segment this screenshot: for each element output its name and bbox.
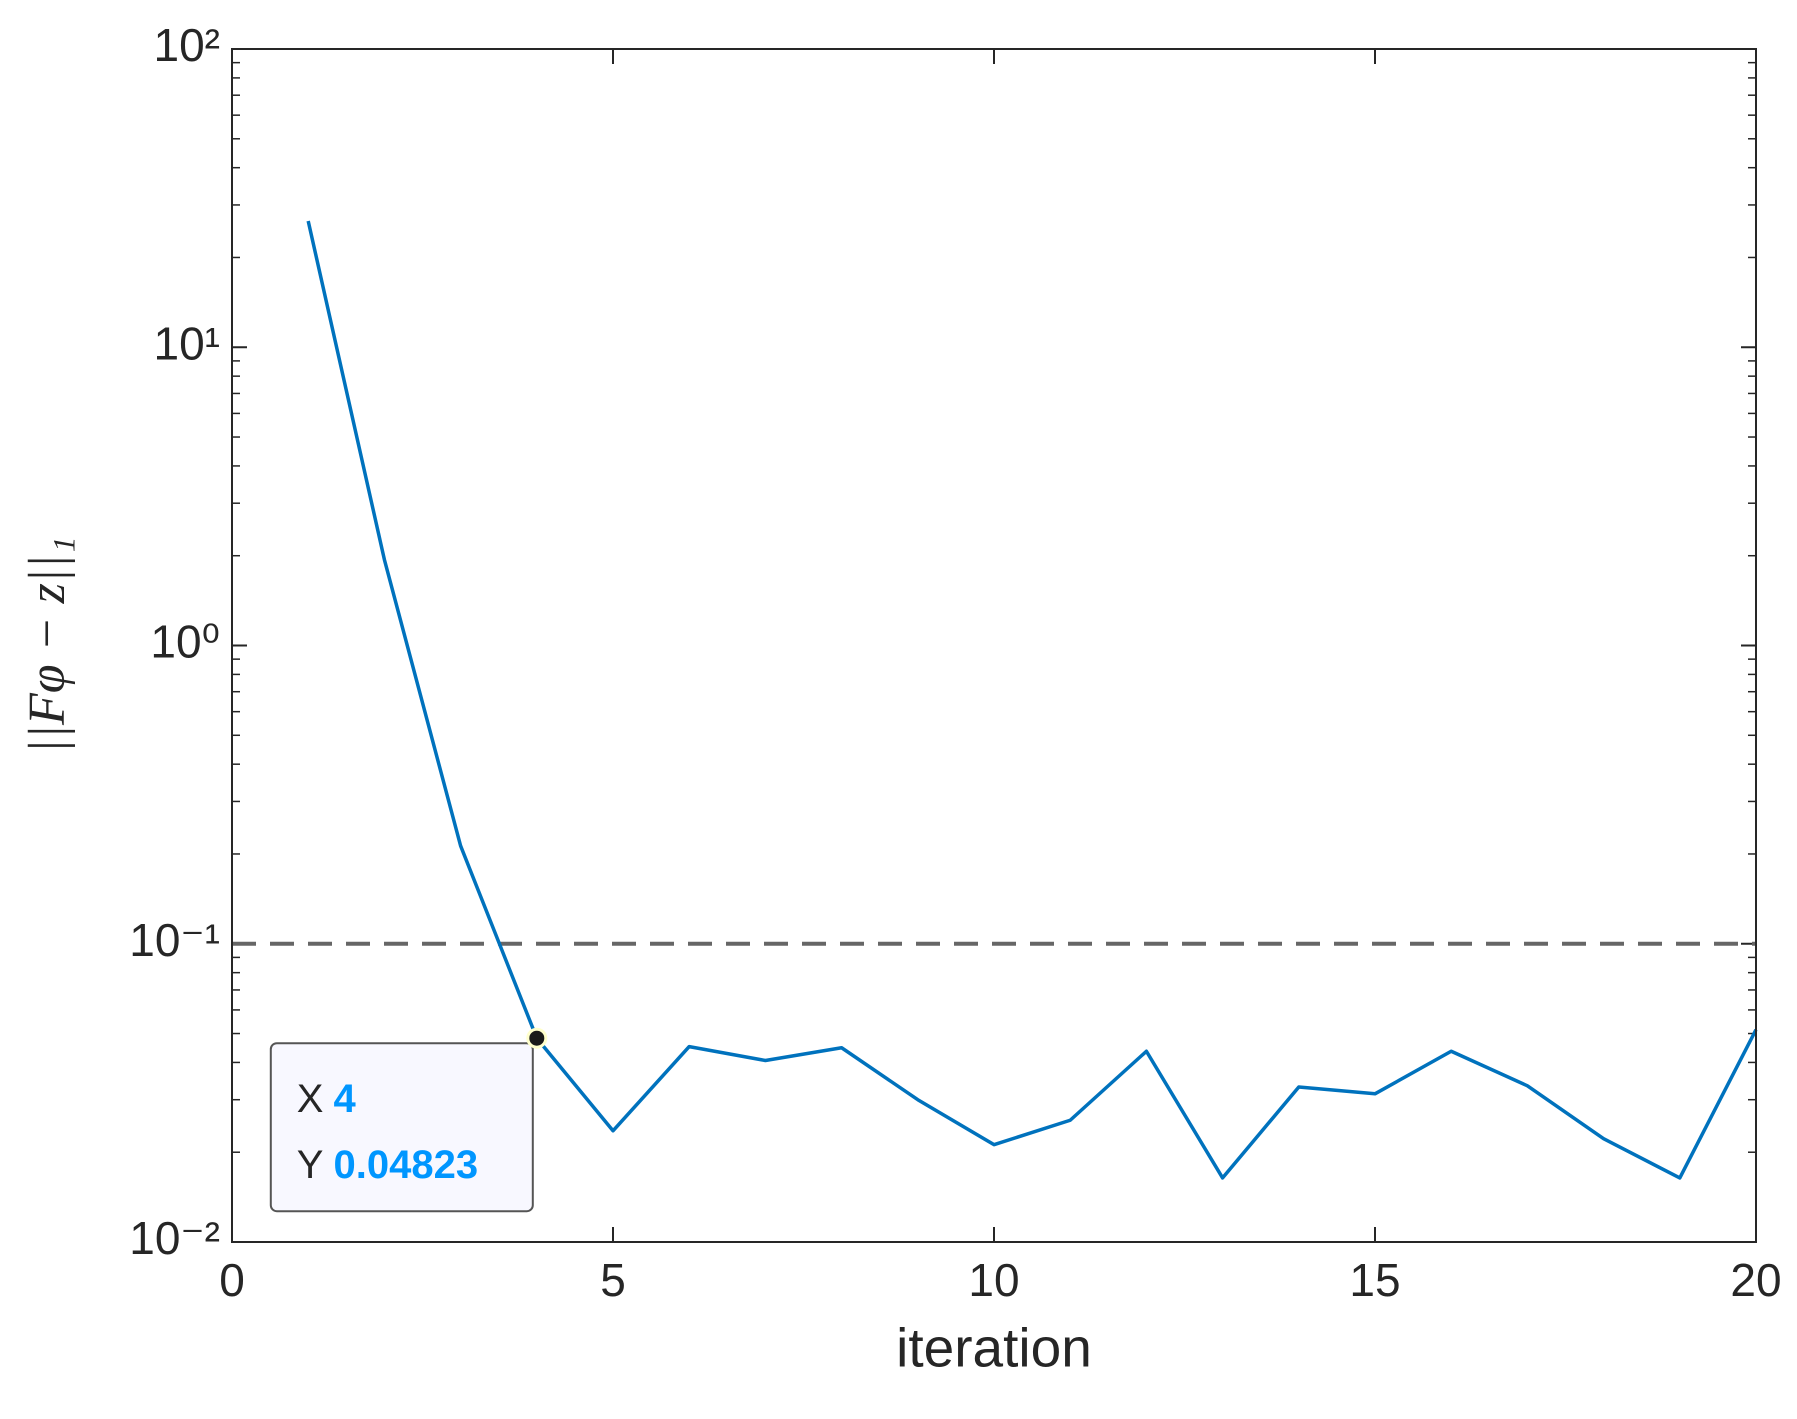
y-tick-label: 10⁰ — [150, 616, 220, 668]
datatip-value: 4 — [333, 1077, 356, 1121]
y-axis-label: ||Fφ − z||₁ — [19, 536, 76, 753]
x-tick-label: 10 — [968, 1254, 1019, 1306]
datatip-row: Y 0.04823 — [297, 1143, 478, 1187]
datatip-box — [269, 1042, 534, 1213]
datatip-value: 0.04823 — [333, 1143, 478, 1187]
x-tick-label: 15 — [1349, 1254, 1400, 1306]
datatip-label: X — [297, 1077, 324, 1121]
y-tick-label: 10⁻² — [129, 1212, 220, 1264]
x-tick-label: 5 — [600, 1254, 626, 1306]
y-tick-label: 10⁻¹ — [129, 914, 220, 966]
data-line — [306, 220, 1758, 1180]
x-axis-label: iteration — [896, 1317, 1092, 1379]
x-tick-label: 0 — [219, 1254, 245, 1306]
y-tick-label: 10¹ — [154, 317, 220, 369]
axes-box — [231, 48, 1757, 1243]
datatip-label: Y — [297, 1143, 324, 1187]
y-tick-label: 10² — [154, 19, 220, 71]
datatip-marker — [526, 1027, 548, 1049]
x-tick-label: 20 — [1730, 1254, 1781, 1306]
